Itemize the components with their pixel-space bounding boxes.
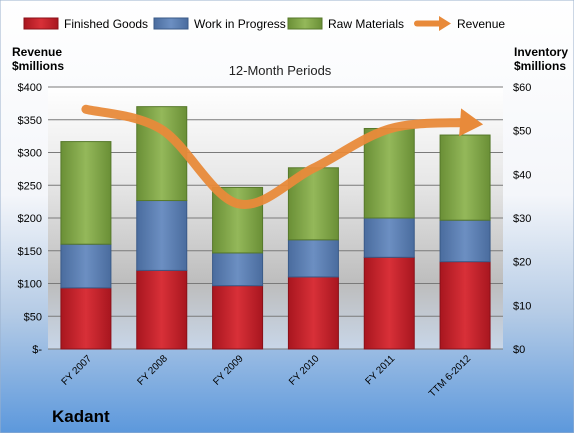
right-tick-label: $60 <box>513 82 531 94</box>
legend-label: Raw Materials <box>328 17 404 31</box>
legend-finished-goods: Finished Goods <box>23 17 148 31</box>
right-tick-label: $50 <box>513 126 531 138</box>
bar-finished-goods <box>60 287 112 350</box>
left-axis-label-line2: $millions <box>12 59 64 73</box>
legend-arrowhead <box>439 16 451 31</box>
right-axis-label-line2: $millions <box>514 59 566 73</box>
right-axis-label-line1: Inventory <box>514 45 568 59</box>
bar-finished-goods <box>136 269 188 350</box>
legend-label: Finished Goods <box>64 17 148 31</box>
bar-finished-goods <box>287 276 339 350</box>
legend-revenue: Revenue <box>414 16 505 31</box>
company-name: Kadant <box>52 407 110 426</box>
bar-raw-materials <box>363 127 415 219</box>
left-axis-ticks: $- $50 $100 $150 $200 $250 $300 $350 $400 <box>18 82 43 356</box>
revenue-line-group <box>81 104 484 209</box>
right-axis-ticks: $0 $10 $20 $30 $40 $50 $60 <box>513 82 531 356</box>
left-tick-label: $350 <box>18 115 42 127</box>
gridlines <box>48 86 503 350</box>
bar-finished-goods <box>363 256 415 350</box>
bar-work-in-progress <box>136 200 188 271</box>
left-tick-label: $250 <box>18 180 42 192</box>
legend-raw-materials: Raw Materials <box>287 17 404 31</box>
left-tick-label: $200 <box>18 213 42 225</box>
bar-finished-goods <box>212 285 264 350</box>
legend-label: Revenue <box>457 17 505 31</box>
bar-work-in-progress <box>439 219 491 263</box>
left-tick-label: $- <box>32 344 42 356</box>
bar-work-in-progress <box>287 239 339 278</box>
right-tick-label: $10 <box>513 300 531 312</box>
right-tick-label: $30 <box>513 213 531 225</box>
bar-work-in-progress <box>60 243 112 289</box>
revenue-line <box>81 104 470 209</box>
bar-work-in-progress <box>212 252 264 287</box>
right-tick-label: $40 <box>513 169 531 181</box>
right-tick-label: $0 <box>513 344 525 356</box>
bars <box>60 106 491 350</box>
revenue-line-arrowhead <box>459 108 484 137</box>
bar-work-in-progress <box>363 217 415 258</box>
right-tick-label: $20 <box>513 257 531 269</box>
left-tick-label: $300 <box>18 148 42 160</box>
left-tick-label: $150 <box>18 246 42 258</box>
legend-work-in-progress: Work in Progress <box>153 17 286 31</box>
legend: Finished Goods Work in Progress Raw Materi… <box>23 16 505 31</box>
left-axis-label-line1: Revenue <box>12 45 62 59</box>
legend-swatch <box>287 17 323 30</box>
left-tick-label: $100 <box>18 279 42 291</box>
legend-label: Work in Progress <box>194 17 286 31</box>
bar-raw-materials <box>60 141 112 245</box>
left-tick-label: $50 <box>24 311 42 323</box>
left-tick-label: $400 <box>18 82 42 94</box>
bar-raw-materials <box>439 134 491 221</box>
chart-subtitle: 12-Month Periods <box>229 63 332 78</box>
legend-swatch <box>23 17 59 30</box>
bar-finished-goods <box>439 261 491 350</box>
legend-swatch <box>153 17 189 30</box>
